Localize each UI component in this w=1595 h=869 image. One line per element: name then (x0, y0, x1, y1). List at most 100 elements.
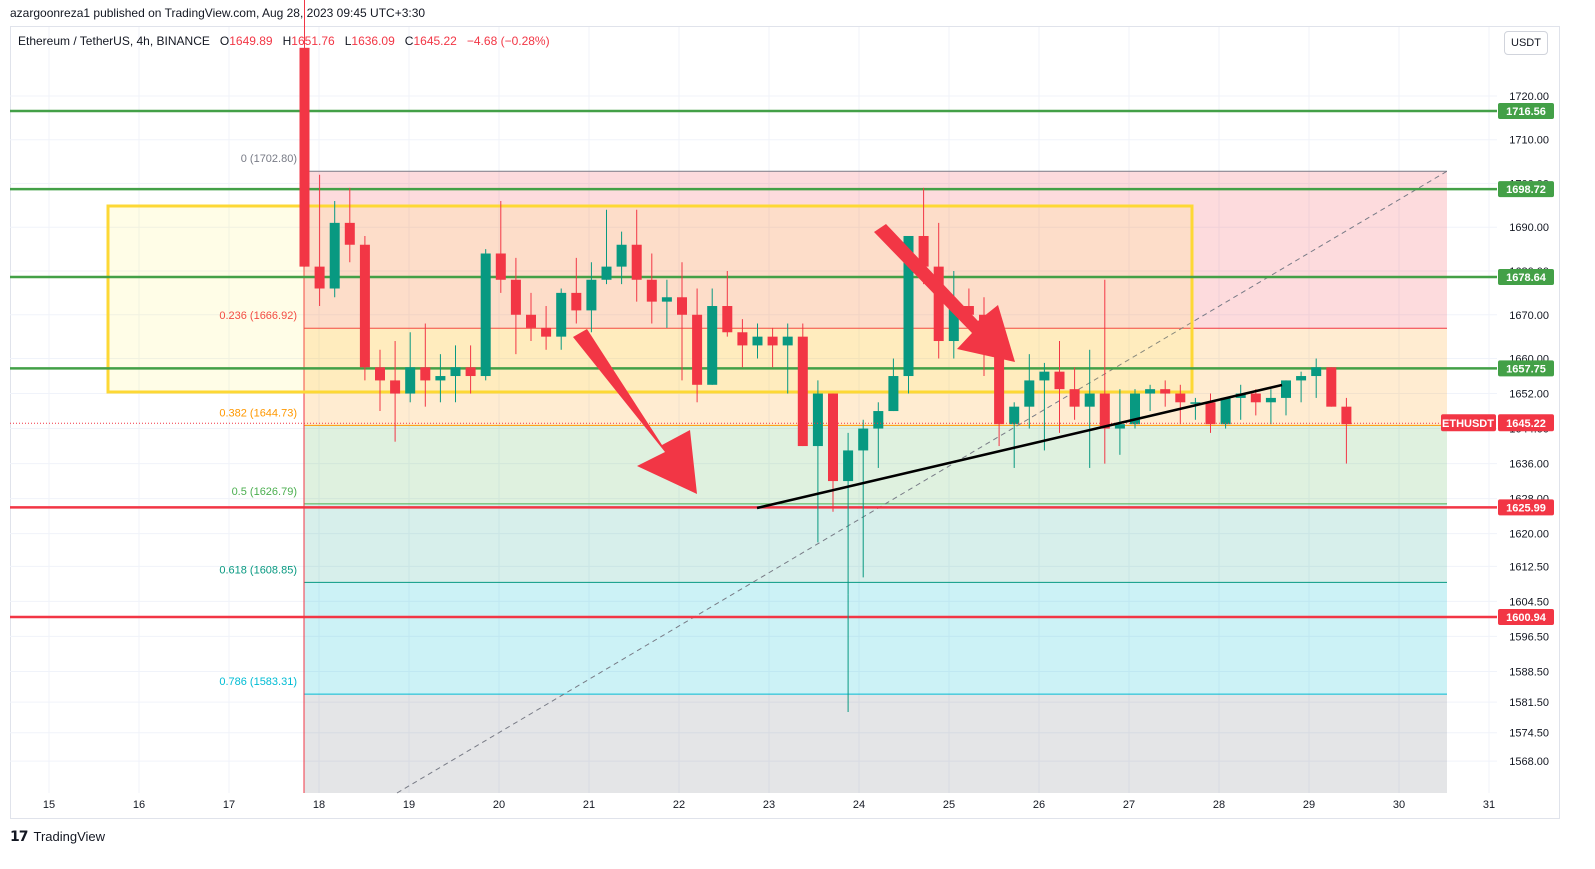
time-axis-label: 19 (403, 799, 415, 811)
candle-body (1069, 389, 1080, 407)
candle-body (359, 244, 370, 368)
arrow-down-1 (573, 329, 697, 494)
price-axis-label: 1604.50 (1509, 596, 1549, 608)
tradingview-logo-icon: 𝟭𝟳 (10, 828, 29, 844)
symbol-name: Ethereum / TetherUS, 4h, BINANCE (18, 34, 210, 48)
symbol-tag-label: ETHUSDT (1442, 418, 1494, 430)
time-axis-label: 31 (1483, 799, 1495, 811)
symbol-tag (1441, 414, 1496, 432)
candle-body (737, 332, 748, 346)
high-label: H (282, 34, 292, 48)
candle-body (994, 345, 1005, 425)
price-axis-label: 1596.50 (1509, 631, 1549, 643)
price-axis-label: 1568.00 (1509, 756, 1549, 768)
time-axis-label: 26 (1033, 799, 1045, 811)
price-tag (1498, 499, 1554, 516)
candle-body (1145, 389, 1156, 394)
close-value: 1645.22 (413, 34, 457, 48)
candle-body (480, 253, 491, 377)
candle-body (963, 306, 974, 315)
candle-body (1039, 371, 1050, 381)
price-axis-label: 1620.00 (1509, 529, 1549, 541)
candle-body (888, 376, 899, 412)
candle-body (1009, 406, 1020, 425)
open-label: O (219, 34, 230, 48)
price-tag-label: 1678.64 (1506, 272, 1547, 284)
candle-body (495, 253, 506, 280)
candle-body (616, 244, 627, 267)
candle-body (843, 450, 854, 482)
change-value: −4.68 (−0.28%) (466, 34, 550, 48)
time-axis-label: 17 (223, 799, 235, 811)
candle-body (556, 292, 567, 337)
low-value: 1636.09 (351, 34, 395, 48)
candle-body (510, 279, 521, 315)
fib-level-label: 0.786 (1583.31) (219, 676, 297, 688)
time-axis-label: 18 (313, 799, 325, 811)
price-axis-label: 1690.00 (1509, 222, 1549, 234)
time-axis-label: 21 (583, 799, 595, 811)
candle-body (465, 367, 476, 377)
time-axis-label: 25 (943, 799, 955, 811)
candle-body (541, 327, 552, 337)
candle-body (692, 314, 703, 385)
candle-body (526, 314, 536, 328)
currency-button[interactable]: USDT (1504, 31, 1548, 55)
candle-body (933, 266, 944, 342)
price-tag-label: 1698.72 (1506, 184, 1546, 196)
fib-level-label: 0.618 (1608.85) (219, 564, 297, 576)
candle-body (1099, 393, 1110, 429)
time-axis-label: 24 (853, 799, 865, 811)
candle-body (1084, 393, 1095, 407)
candle-body (1205, 402, 1216, 425)
candle-body (1114, 424, 1125, 429)
time-axis-label: 28 (1213, 799, 1225, 811)
candle-body (571, 292, 582, 311)
candle-body (601, 266, 612, 280)
candle-body (1296, 376, 1307, 381)
candle-body (344, 222, 355, 245)
price-axis-label: 1670.00 (1509, 310, 1549, 322)
price-tag-label: 1625.99 (1506, 502, 1546, 514)
fib-level-label: 0.382 (1644.73) (219, 407, 297, 419)
last-price-tag-label: 1645.22 (1506, 418, 1546, 430)
fib-zone (304, 582, 1447, 695)
price-tag-label: 1716.56 (1506, 106, 1546, 118)
candle-body (631, 244, 642, 280)
time-axis-label: 20 (493, 799, 505, 811)
chart-frame[interactable] (10, 26, 1560, 819)
candle-body (405, 367, 416, 394)
candle-body (1190, 402, 1201, 404)
fib-zone (304, 503, 1447, 583)
time-axis-label: 23 (763, 799, 775, 811)
candle-body (828, 393, 838, 482)
candle-body (797, 336, 808, 447)
fib-zone (304, 171, 1447, 329)
price-axis-label: 1652.00 (1509, 389, 1549, 401)
candle-body (390, 380, 401, 394)
candle-body (918, 235, 929, 267)
candle-body (948, 306, 959, 342)
candle-body (1175, 393, 1186, 403)
fib-zone (304, 328, 1447, 426)
candle-body (812, 393, 823, 447)
candle-body (1024, 380, 1035, 407)
fib-level-label: 0.5 (1626.79) (232, 486, 297, 498)
candle-body (1250, 393, 1261, 403)
candle-body (782, 336, 793, 346)
price-axis-label: 1636.00 (1509, 459, 1549, 471)
candle-body (903, 235, 914, 377)
candle-body (1160, 389, 1171, 394)
candle-body (420, 367, 431, 381)
trend-line (756, 383, 1283, 510)
price-tag (1498, 181, 1554, 198)
time-axis-label: 30 (1393, 799, 1405, 811)
close-label: C (404, 34, 414, 48)
candle-body (375, 367, 385, 381)
price-axis-label: 1710.00 (1509, 135, 1549, 147)
candle-body (858, 428, 869, 451)
symbol-legend: Ethereum / TetherUS, 4h, BINANCE O1649.8… (18, 34, 550, 48)
time-axis-label: 15 (43, 799, 55, 811)
candle-body (299, 47, 310, 267)
